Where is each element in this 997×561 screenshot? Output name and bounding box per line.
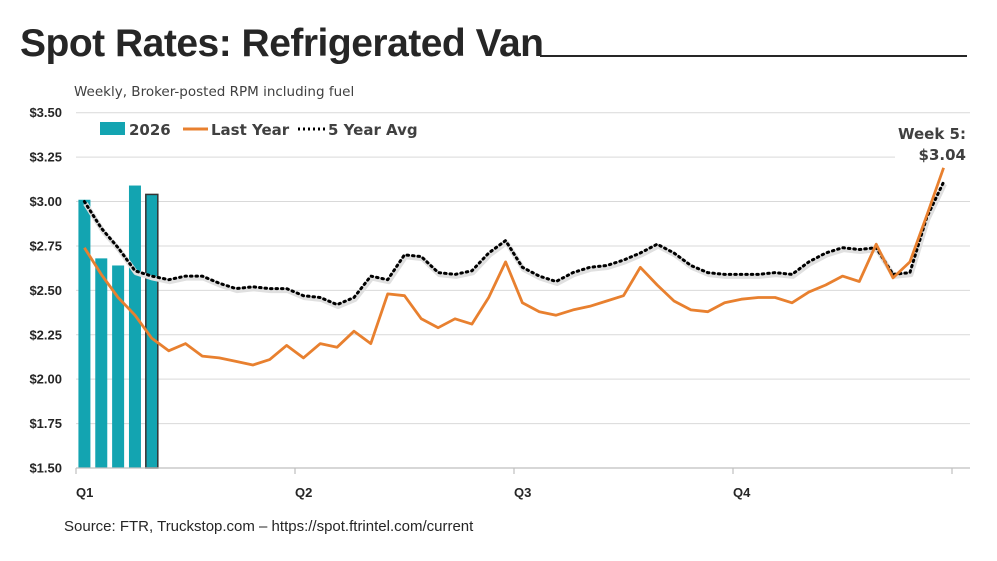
x-tick-label: Q3 (514, 485, 531, 500)
source-note: Source: FTR, Truckstop.com – https://spo… (64, 518, 474, 535)
legend-label-5yr-avg: 5 Year Avg (328, 121, 418, 139)
line-5yr-avg (82, 180, 946, 307)
bar-2026-week-2 (95, 258, 108, 468)
title-underline (540, 55, 967, 57)
legend-swatch-2026 (100, 122, 125, 135)
x-tick-label: Q1 (76, 485, 93, 500)
gridlines (76, 112, 970, 425)
y-tick-label: $3.50 (29, 105, 62, 120)
y-tick-label: $2.75 (29, 238, 62, 253)
chart-title: Spot Rates: Refrigerated Van (20, 22, 544, 65)
bar-2026-week-3 (112, 265, 125, 468)
annotation-bg (895, 118, 970, 166)
y-axis-ticks: $3.50 $3.25 $3.00 $2.75 $2.50 $2.25 $2.00 $1.75… (29, 105, 62, 475)
line-5yr-avg-shadow (83, 182, 947, 310)
legend-label-last-year: Last Year (211, 121, 290, 139)
y-tick-label: $1.50 (29, 461, 62, 476)
x-tick-label: Q4 (733, 485, 751, 500)
x-axis: Q1 Q2 Q3 Q4 (75, 467, 970, 500)
bar-2026-week-4 (128, 185, 141, 468)
y-tick-label: $3.25 (29, 150, 62, 165)
legend-label-2026: 2026 (129, 121, 171, 139)
annotation-week5-value: $3.04 (919, 146, 966, 164)
bar-2026-week-1 (78, 199, 91, 468)
line-last-year (83, 167, 945, 367)
legend: 2026 Last Year 5 Year Avg (100, 121, 418, 139)
bars-2026 (78, 185, 159, 469)
lines (82, 167, 947, 367)
chart-subtitle: Weekly, Broker-posted RPM including fuel (74, 84, 355, 100)
y-tick-label: $2.25 (29, 327, 62, 342)
y-tick-label: $3.00 (29, 194, 62, 209)
annotation-week5-label: Week 5: (898, 125, 966, 143)
y-tick-label: $2.00 (29, 372, 62, 387)
y-tick-label: $2.50 (29, 283, 62, 298)
y-tick-label: $1.75 (29, 416, 62, 431)
x-tick-label: Q2 (295, 485, 312, 500)
